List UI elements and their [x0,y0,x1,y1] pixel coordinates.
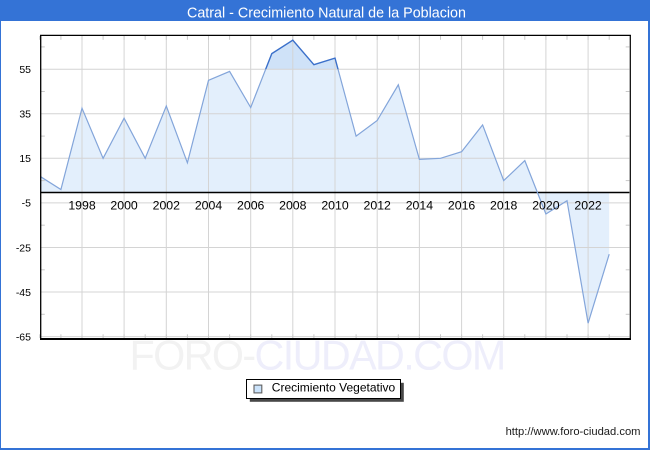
svg-text:Crecimiento Vegetativo: Crecimiento Vegetativo [272,381,396,395]
svg-text:http://www.foro-ciudad.com: http://www.foro-ciudad.com [506,426,641,438]
svg-text:2020: 2020 [532,198,560,212]
svg-text:-65: -65 [16,331,31,343]
svg-text:2004: 2004 [195,198,223,212]
svg-text:FORO-CIUDAD.COM: FORO-CIUDAD.COM [130,333,505,379]
svg-text:2022: 2022 [574,198,602,212]
svg-text:-5: -5 [22,198,31,210]
svg-text:2012: 2012 [364,198,392,212]
svg-text:2010: 2010 [321,198,349,212]
svg-text:2006: 2006 [237,198,265,212]
svg-text:1998: 1998 [68,198,96,212]
svg-text:2018: 2018 [490,198,518,212]
svg-text:-45: -45 [16,287,31,299]
svg-text:-25: -25 [16,242,31,254]
svg-text:2008: 2008 [279,198,307,212]
svg-text:2000: 2000 [110,198,138,212]
svg-text:2016: 2016 [448,198,476,212]
svg-text:2014: 2014 [406,198,434,212]
svg-text:55: 55 [19,64,31,76]
svg-text:35: 35 [19,109,31,121]
svg-text:Catral - Crecimiento Natural d: Catral - Crecimiento Natural de la Pobla… [187,5,466,21]
svg-text:2002: 2002 [153,198,181,212]
svg-text:15: 15 [19,153,31,165]
